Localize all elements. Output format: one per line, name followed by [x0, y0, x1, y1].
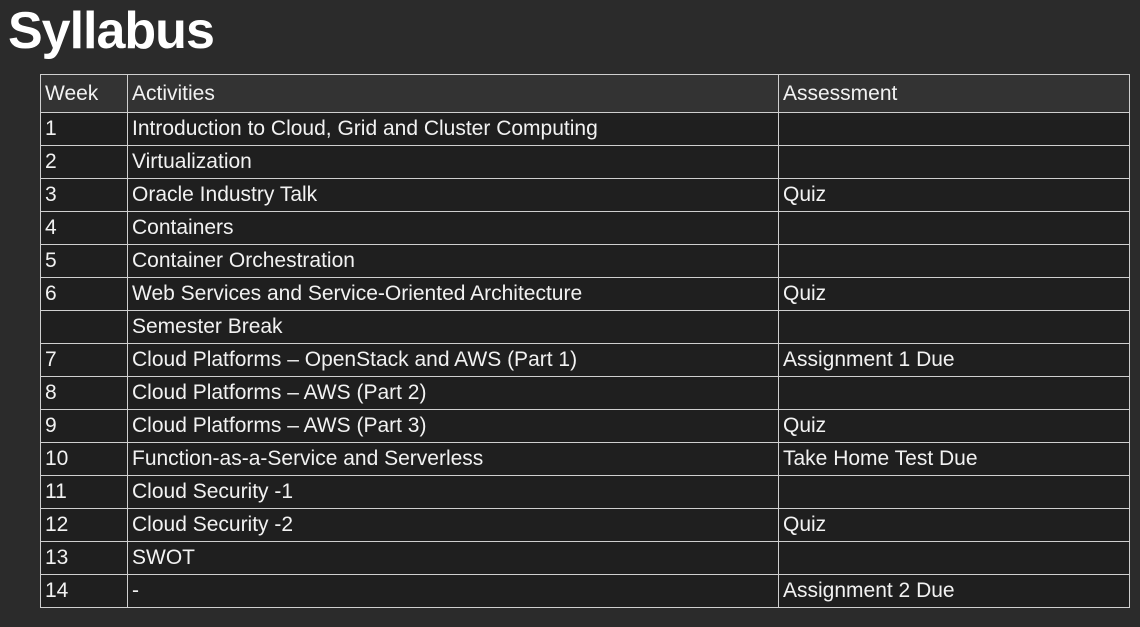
syllabus-table: Week Activities Assessment 1 Introduction…	[40, 74, 1130, 608]
assessment-cell	[778, 475, 1130, 509]
activity-cell: Web Services and Service-Oriented Archit…	[127, 277, 779, 311]
week-cell: 3	[40, 178, 128, 212]
activity-cell: Container Orchestration	[127, 244, 779, 278]
table-row: 10 Function-as-a-Service and Serverless Ta…	[40, 442, 1130, 476]
activity-cell: Cloud Platforms – AWS (Part 3)	[127, 409, 779, 443]
week-cell: 7	[40, 343, 128, 377]
table-row: 7 Cloud Platforms – OpenStack and AWS (Pa…	[40, 343, 1130, 377]
table-row: 6 Web Services and Service-Oriented Archi…	[40, 277, 1130, 311]
assessment-cell: Quiz	[778, 508, 1130, 542]
activity-cell: Cloud Security -2	[127, 508, 779, 542]
week-cell	[40, 310, 128, 344]
table-row: 3 Oracle Industry Talk Quiz	[40, 178, 1130, 212]
activity-cell: Function-as-a-Service and Serverless	[127, 442, 779, 476]
week-cell: 5	[40, 244, 128, 278]
activity-cell: Virtualization	[127, 145, 779, 179]
activity-cell: Semester Break	[127, 310, 779, 344]
activity-cell: Cloud Security -1	[127, 475, 779, 509]
table-row: 13 SWOT	[40, 541, 1130, 575]
week-cell: 9	[40, 409, 128, 443]
table-row: Semester Break	[40, 310, 1130, 344]
week-column-header: Week	[40, 74, 128, 113]
week-cell: 1	[40, 112, 128, 146]
week-cell: 6	[40, 277, 128, 311]
header-row: Week Activities Assessment	[40, 74, 1130, 113]
table-row: 2 Virtualization	[40, 145, 1130, 179]
week-cell: 4	[40, 211, 128, 245]
activity-cell: Containers	[127, 211, 779, 245]
assessment-column-header: Assessment	[778, 74, 1130, 113]
activity-cell: SWOT	[127, 541, 779, 575]
week-cell: 13	[40, 541, 128, 575]
assessment-cell	[778, 541, 1130, 575]
week-cell: 2	[40, 145, 128, 179]
assessment-cell	[778, 145, 1130, 179]
assessment-cell: Quiz	[778, 409, 1130, 443]
table-row: 11 Cloud Security -1	[40, 475, 1130, 509]
week-cell: 10	[40, 442, 128, 476]
assessment-cell: Assignment 2 Due	[778, 574, 1130, 608]
assessment-cell: Take Home Test Due	[778, 442, 1130, 476]
table-row: 12 Cloud Security -2 Quiz	[40, 508, 1130, 542]
table-row: 5 Container Orchestration	[40, 244, 1130, 278]
assessment-cell	[778, 310, 1130, 344]
table-row: 9 Cloud Platforms – AWS (Part 3) Quiz	[40, 409, 1130, 443]
assessment-cell: Quiz	[778, 178, 1130, 212]
assessment-cell	[778, 376, 1130, 410]
activity-cell: Cloud Platforms – OpenStack and AWS (Par…	[127, 343, 779, 377]
table-body: 1 Introduction to Cloud, Grid and Cluster…	[40, 112, 1130, 608]
week-cell: 12	[40, 508, 128, 542]
activity-cell: Cloud Platforms – AWS (Part 2)	[127, 376, 779, 410]
page-title: Syllabus	[8, 2, 215, 60]
activity-cell: -	[127, 574, 779, 608]
week-cell: 14	[40, 574, 128, 608]
table-row: 8 Cloud Platforms – AWS (Part 2)	[40, 376, 1130, 410]
table-row: 1 Introduction to Cloud, Grid and Cluster…	[40, 112, 1130, 146]
activities-column-header: Activities	[127, 74, 779, 113]
activity-cell: Introduction to Cloud, Grid and Cluster …	[127, 112, 779, 146]
assessment-cell	[778, 211, 1130, 245]
table-row: 4 Containers	[40, 211, 1130, 245]
assessment-cell	[778, 244, 1130, 278]
assessment-cell: Assignment 1 Due	[778, 343, 1130, 377]
activity-cell: Oracle Industry Talk	[127, 178, 779, 212]
week-cell: 8	[40, 376, 128, 410]
assessment-cell	[778, 112, 1130, 146]
week-cell: 11	[40, 475, 128, 509]
assessment-cell: Quiz	[778, 277, 1130, 311]
table-row: 14- Assignment 2 Due	[40, 574, 1130, 608]
table-header: Week Activities Assessment	[40, 74, 1130, 113]
